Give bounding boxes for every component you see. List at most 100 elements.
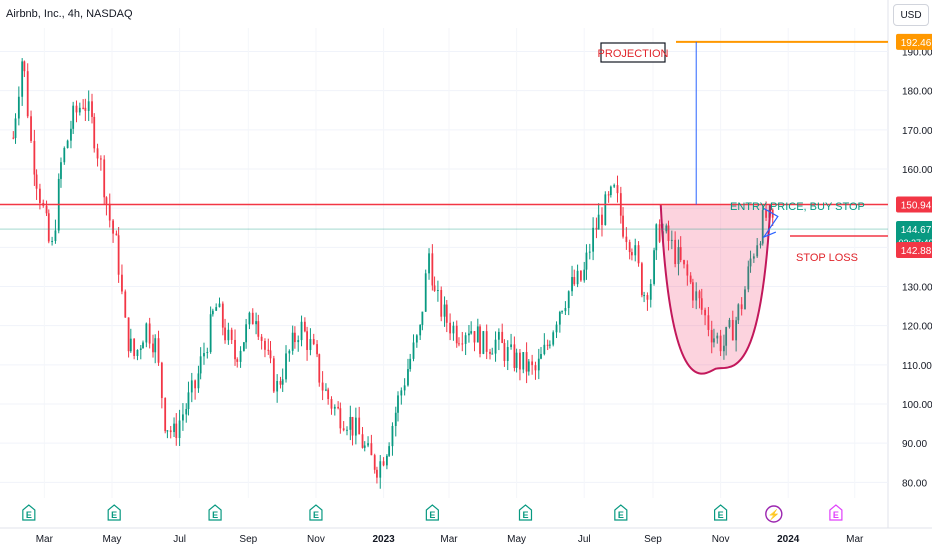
candle-body	[96, 148, 99, 159]
y-tick-label: 160.00	[902, 165, 932, 176]
candle-body	[281, 379, 284, 385]
x-tick-label: 2024	[777, 534, 800, 545]
candle-body	[534, 365, 537, 371]
candle-body	[479, 326, 481, 354]
candle-body	[269, 350, 272, 359]
candle-body	[667, 225, 670, 242]
candle-body	[342, 428, 345, 431]
y-tick-label: 80.00	[902, 478, 927, 489]
candle-body	[595, 227, 598, 230]
candle-body	[749, 258, 752, 267]
candle-body	[634, 245, 637, 256]
earnings-marker-label: E	[718, 510, 724, 520]
candle-body	[152, 343, 154, 353]
candle-body	[182, 414, 184, 421]
candle-body	[209, 314, 212, 353]
candle-body	[354, 417, 357, 436]
candle-body	[613, 185, 616, 187]
last-price-tag: 144.67	[901, 225, 932, 236]
candle-body	[649, 283, 652, 300]
candle-body	[325, 389, 327, 391]
x-tick-label: Jul	[578, 534, 591, 545]
candle-body	[133, 338, 136, 356]
candle-body	[464, 335, 467, 344]
candle-body	[169, 430, 172, 433]
candle-body	[452, 325, 455, 334]
event-marker-label: ⚡	[768, 508, 780, 521]
candle-body	[327, 389, 330, 400]
candle-body	[555, 324, 558, 333]
earnings-marker	[107, 504, 121, 521]
earnings-marker-label: E	[26, 510, 32, 520]
candle-body	[145, 323, 148, 343]
candle-body	[431, 253, 434, 286]
cup-outline	[659, 204, 772, 375]
stop-loss-label: STOP LOSS	[796, 252, 858, 264]
candle-body	[503, 342, 506, 361]
candle-body	[306, 331, 308, 350]
candle-body	[91, 101, 93, 117]
candle-body	[185, 409, 188, 415]
candle-body	[443, 304, 446, 317]
candle-body	[725, 327, 728, 346]
candle-body	[674, 239, 677, 265]
candle-body	[60, 162, 62, 179]
candle-body	[382, 461, 385, 466]
candle-body	[513, 344, 516, 368]
candle-body	[276, 381, 279, 392]
candle-body	[522, 352, 525, 370]
entry-price-tag-bg	[896, 196, 932, 213]
candle-body	[197, 373, 200, 389]
candle-body	[631, 252, 633, 256]
candle-body	[166, 430, 169, 432]
x-tick-label: May	[507, 534, 526, 545]
candle-body	[677, 247, 680, 265]
entry-label: ENTRY PRICE, BUY STOP	[730, 201, 865, 213]
candle-body	[129, 338, 132, 352]
candle-body	[759, 243, 762, 246]
candle-body	[388, 446, 391, 456]
candle-body	[548, 344, 551, 346]
event-marker	[765, 505, 783, 523]
currency-button[interactable]: USD	[893, 4, 929, 26]
candle-body	[316, 344, 318, 355]
candle-body	[428, 253, 430, 274]
x-tick-label: Mar	[440, 534, 458, 545]
candle-body	[291, 332, 294, 351]
candle-body	[211, 310, 214, 315]
candle-body	[157, 338, 160, 363]
candle-body	[658, 224, 661, 242]
earnings-marker-label: E	[833, 510, 839, 520]
candle-body	[224, 327, 226, 341]
candle-body	[525, 352, 528, 372]
candle-body	[407, 369, 409, 386]
x-tick-label: Nov	[307, 534, 325, 545]
candle-body	[70, 128, 72, 141]
candle-body	[293, 332, 296, 343]
candle-body	[14, 118, 17, 138]
x-tick-label: Sep	[239, 534, 257, 545]
candle-body	[424, 273, 427, 312]
candle-body	[361, 434, 364, 448]
candle-body	[573, 277, 576, 285]
candle-body	[567, 291, 570, 309]
candle-body	[461, 343, 464, 345]
candle-body	[449, 322, 451, 334]
candle-body	[501, 331, 504, 343]
candle-body	[707, 315, 710, 330]
candle-body	[251, 312, 254, 325]
candle-body	[300, 321, 303, 341]
x-tick-label: Mar	[36, 534, 54, 545]
candle-body	[257, 321, 260, 337]
y-tick-label: 190.00	[902, 48, 932, 59]
candle-body	[112, 220, 114, 234]
candle-body	[625, 236, 628, 243]
candle-body	[564, 308, 567, 312]
x-tick-label: May	[103, 534, 122, 545]
candle-body	[458, 343, 460, 345]
candle-body	[187, 392, 190, 410]
y-tick-label: 130.00	[902, 283, 932, 294]
candle-body	[744, 289, 746, 310]
candle-body	[248, 312, 251, 325]
